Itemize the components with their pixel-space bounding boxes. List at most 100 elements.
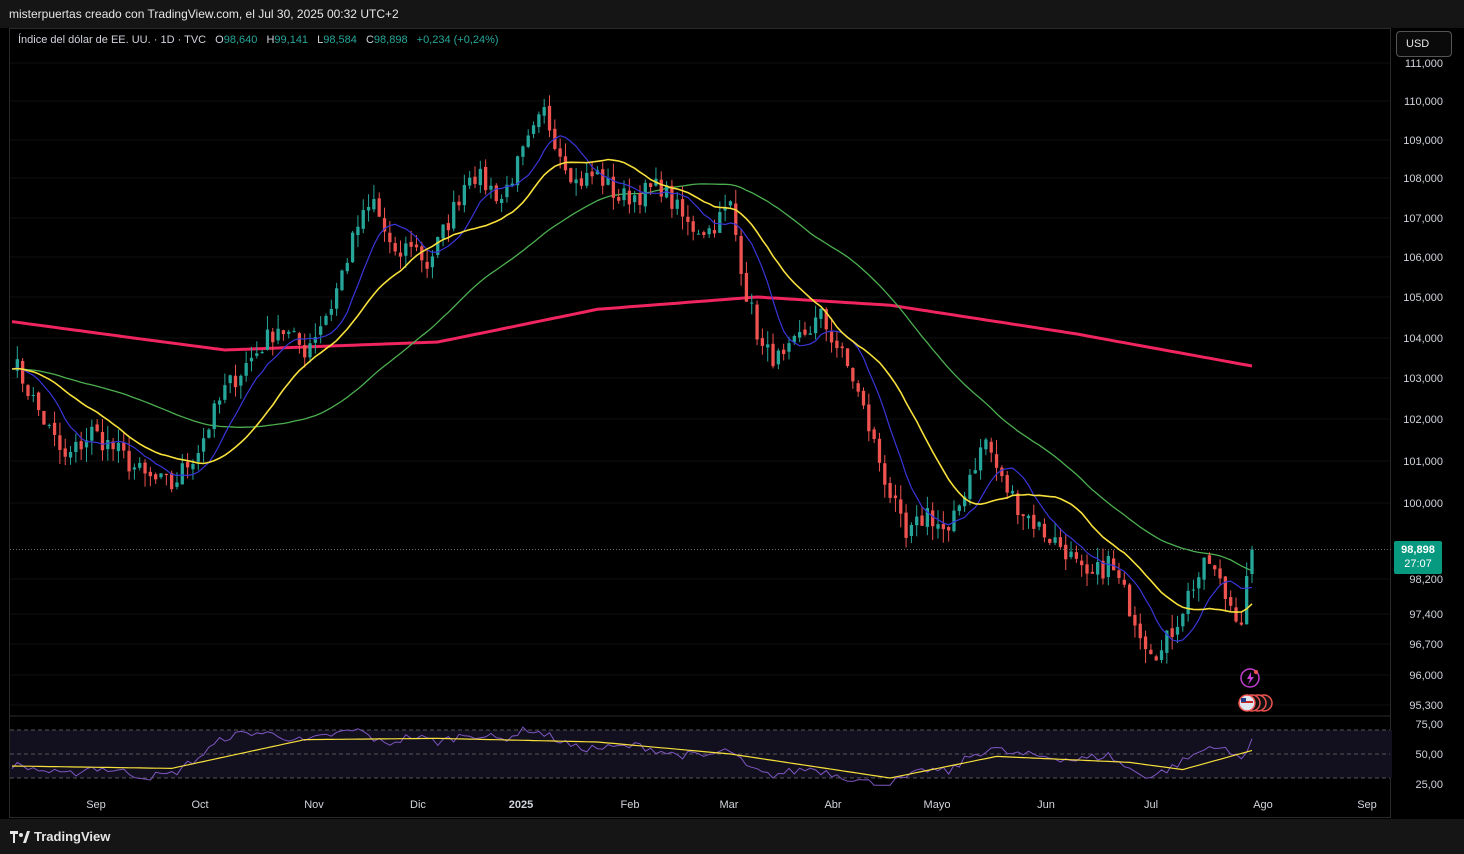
y-tick-label: 105,000 bbox=[1403, 292, 1443, 304]
y-tick-label: 103,000 bbox=[1403, 373, 1443, 385]
candle-body bbox=[1085, 564, 1089, 574]
candle bbox=[1202, 557, 1206, 590]
candle-body bbox=[766, 344, 770, 348]
candle-body bbox=[1080, 560, 1084, 566]
candle-body bbox=[845, 348, 850, 367]
candle bbox=[1074, 545, 1079, 563]
y-axis-layer: 111,000 110,000 109,000 108,000 107,000 106,0… bbox=[1403, 58, 1443, 712]
candle-body bbox=[1181, 613, 1185, 627]
candle bbox=[856, 380, 860, 397]
candle bbox=[1127, 583, 1132, 617]
candle-body bbox=[750, 302, 754, 304]
candle-body bbox=[1159, 650, 1164, 660]
candle bbox=[654, 167, 658, 187]
candle bbox=[1154, 654, 1158, 661]
candle-body bbox=[1032, 514, 1036, 529]
candle-body bbox=[973, 470, 977, 474]
candle bbox=[255, 341, 259, 359]
candle-body bbox=[63, 448, 67, 457]
change-value: +0,234 (+0,24%) bbox=[416, 34, 499, 46]
candle bbox=[47, 423, 51, 429]
candle bbox=[883, 455, 887, 498]
candle bbox=[957, 504, 961, 516]
candle bbox=[899, 485, 903, 528]
last-price-tag: 98,898 27:07 bbox=[1394, 541, 1442, 574]
candle bbox=[95, 419, 99, 433]
candle-body bbox=[217, 400, 222, 405]
candle bbox=[329, 299, 333, 322]
rsi-tick-label: 50,00 bbox=[1415, 749, 1443, 761]
candle bbox=[350, 230, 355, 263]
candle bbox=[659, 171, 663, 203]
candle-body bbox=[319, 326, 323, 335]
candle bbox=[1042, 518, 1047, 543]
candle-body bbox=[606, 177, 610, 185]
candle bbox=[244, 351, 248, 382]
candle-body bbox=[1207, 555, 1212, 564]
candle-body bbox=[962, 496, 967, 507]
x-axis-layer: Sep Oct Nov Dic 2025 Feb Mar Abr Mayo Jun Jul Ago Se… bbox=[86, 799, 1377, 811]
candle bbox=[973, 458, 977, 475]
candle-body bbox=[1016, 493, 1020, 516]
candle bbox=[776, 348, 781, 370]
candle bbox=[845, 348, 850, 368]
last-price-value: 98,898 bbox=[1401, 544, 1435, 556]
candle-body bbox=[787, 343, 791, 352]
candle bbox=[1218, 559, 1222, 585]
candle-body bbox=[542, 107, 546, 116]
x-tick-label: Sep bbox=[86, 799, 106, 811]
ma-short-line bbox=[11, 135, 1253, 642]
candle-body bbox=[978, 447, 983, 471]
candle bbox=[287, 329, 291, 339]
candle-body bbox=[941, 523, 945, 530]
candle-body bbox=[143, 462, 147, 474]
currency-button[interactable]: USD bbox=[1396, 31, 1452, 57]
candle-body bbox=[100, 432, 105, 451]
candle-body bbox=[915, 516, 919, 526]
candle bbox=[1191, 579, 1196, 599]
candle-body bbox=[680, 199, 685, 217]
tradingview-logo[interactable]: TradingView bbox=[10, 829, 110, 844]
candle-body bbox=[223, 385, 227, 400]
candle bbox=[617, 189, 621, 204]
y-tick-label: 110,000 bbox=[1404, 96, 1443, 108]
symbol-label: Índice del dólar de EE. UU. · 1D · TVC bbox=[18, 34, 207, 46]
candle-body bbox=[617, 196, 621, 201]
candle-body bbox=[803, 329, 807, 335]
candle bbox=[526, 129, 530, 149]
candle-body bbox=[813, 317, 818, 334]
candle-body bbox=[1074, 552, 1079, 559]
y-tick-label: 96,700 bbox=[1409, 639, 1443, 651]
candle bbox=[696, 229, 701, 235]
candle bbox=[893, 484, 898, 512]
candle bbox=[74, 433, 78, 463]
candle-body bbox=[659, 179, 663, 197]
candle-body bbox=[1053, 537, 1057, 543]
candle bbox=[744, 261, 749, 302]
candle-body bbox=[340, 270, 344, 291]
candle bbox=[920, 506, 924, 526]
candle-body bbox=[430, 256, 435, 268]
candle bbox=[633, 190, 637, 213]
candle-body bbox=[691, 221, 695, 232]
candle-body bbox=[350, 232, 355, 263]
candle-body bbox=[334, 288, 339, 309]
candle-body bbox=[132, 467, 137, 470]
candle-body bbox=[1101, 560, 1105, 579]
candle bbox=[271, 327, 275, 356]
candle-body bbox=[90, 426, 94, 441]
y-tick-label: 101,000 bbox=[1403, 456, 1443, 468]
candle-body bbox=[1096, 562, 1100, 575]
candle-body bbox=[585, 172, 589, 186]
candle bbox=[1234, 597, 1238, 623]
candle-body bbox=[382, 218, 387, 232]
candle bbox=[164, 473, 168, 486]
y-tick-label: 108,000 bbox=[1403, 173, 1443, 185]
y-tick-label: 104,000 bbox=[1403, 333, 1443, 345]
candle bbox=[90, 419, 94, 455]
candle bbox=[100, 419, 105, 461]
candle bbox=[356, 215, 360, 247]
candle-body bbox=[771, 343, 775, 367]
candle-body bbox=[361, 210, 365, 229]
